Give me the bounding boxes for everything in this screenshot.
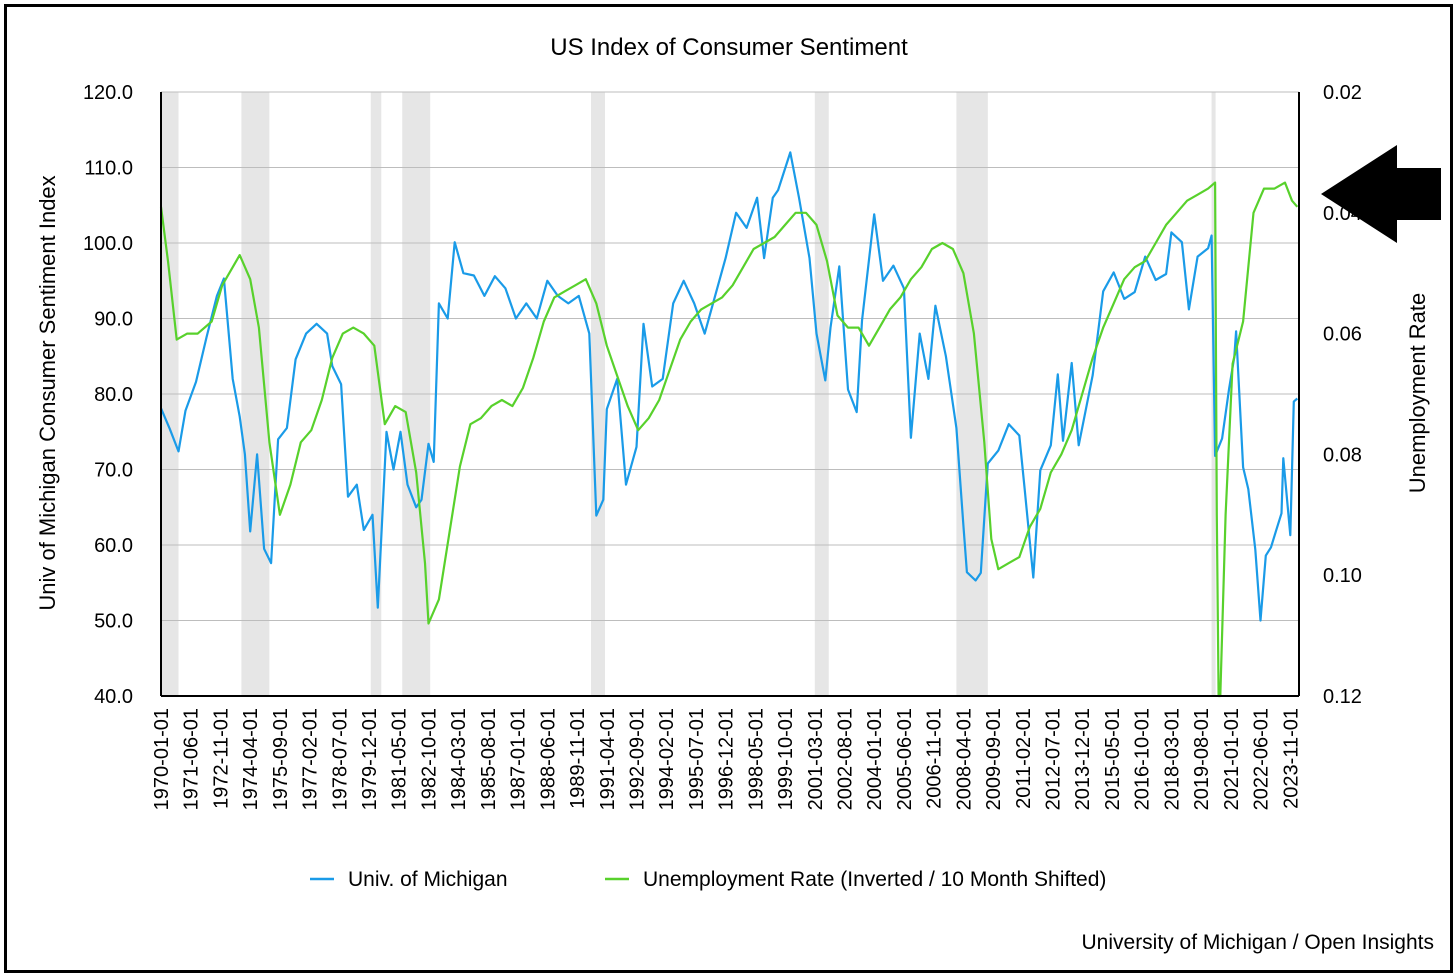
x-tick-label: 1987-01-01 — [508, 708, 530, 810]
chart-svg: 40.0 50.0 60.0 70.0 80.0 90.0 100.0 110.0 120.0 0… — [35, 34, 1441, 954]
arrow-left-icon — [1321, 145, 1441, 243]
chart-frame: 40.0 50.0 60.0 70.0 80.0 90.0 100.0 110.0 120.0 0… — [4, 4, 1453, 973]
y-tick-label: 60.0 — [94, 535, 133, 557]
y-tick-label: 50.0 — [94, 611, 133, 633]
x-tick-label: 2013-12-01 — [1072, 708, 1094, 810]
chart-title: US Index of Consumer Sentiment — [550, 34, 908, 61]
legend-label-michigan: Univ. of Michigan — [348, 868, 508, 891]
x-tick-label: 1989-11-01 — [567, 708, 589, 809]
x-tick-label: 2019-08-01 — [1191, 708, 1213, 810]
y2-tick-label: 0.02 — [1323, 82, 1362, 104]
y-tick-label: 40.0 — [94, 686, 133, 708]
x-tick-label: 1974-04-01 — [240, 708, 262, 810]
x-tick-label: 1996-12-01 — [716, 708, 738, 810]
x-tick-label: 1985-08-01 — [478, 708, 500, 810]
x-tick-label: 2002-08-01 — [834, 708, 856, 810]
x-tick-label: 2008-04-01 — [953, 708, 975, 810]
x-tick-label: 2023-11-01 — [1280, 708, 1302, 809]
tick-labels: 40.0 50.0 60.0 70.0 80.0 90.0 100.0 110.0 120.0 0… — [83, 82, 1362, 810]
x-tick-label: 2021-01-01 — [1221, 708, 1243, 810]
y-tick-label: 110.0 — [84, 158, 133, 180]
x-tick-label: 1992-09-01 — [626, 708, 648, 810]
legend-label-unemployment: Unemployment Rate (Inverted / 10 Month S… — [643, 868, 1106, 891]
x-tick-label: 2016-10-01 — [1132, 708, 1154, 810]
x-tick-label: 2011-02-01 — [1013, 708, 1035, 809]
y2-tick-label: 0.12 — [1323, 686, 1362, 708]
x-tick-label: 2009-09-01 — [983, 708, 1005, 810]
x-tick-label: 1994-02-01 — [656, 708, 678, 810]
x-tick-label: 1984-03-01 — [448, 708, 470, 810]
source-credit: University of Michigan / Open Insights — [1082, 931, 1435, 954]
x-tick-label: 1999-10-01 — [775, 708, 797, 810]
x-tick-label: 2005-06-01 — [894, 708, 916, 810]
x-tick-label: 2004-01-01 — [864, 708, 886, 810]
y2-tick-label: 0.06 — [1323, 324, 1362, 346]
y-tick-label: 70.0 — [94, 460, 133, 482]
y-axis-title: Univ of Michigan Consumer Sentiment Inde… — [35, 175, 60, 610]
x-tick-label: 1979-12-01 — [359, 708, 381, 810]
x-tick-label: 1988-06-01 — [537, 708, 559, 810]
x-tick-label: 2022-06-01 — [1251, 708, 1273, 810]
y2-axis-title: Unemployment Rate — [1405, 293, 1430, 494]
x-tick-label: 1991-04-01 — [597, 708, 619, 810]
x-tick-label: 1972-11-01 — [210, 708, 232, 809]
x-tick-label: 1975-09-01 — [270, 708, 292, 810]
x-tick-label: 2012-07-01 — [1043, 708, 1065, 810]
axes — [160, 92, 1300, 697]
x-tick-label: 1981-05-01 — [389, 708, 411, 810]
x-tick-label: 1970-01-01 — [151, 708, 173, 810]
x-tick-label: 2001-03-01 — [805, 708, 827, 810]
y-tick-label: 120.0 — [83, 82, 133, 104]
x-tick-label: 1998-05-01 — [745, 708, 767, 810]
x-tick-label: 1982-10-01 — [418, 708, 440, 810]
x-tick-label: 2018-03-01 — [1161, 708, 1183, 810]
y2-tick-label: 0.10 — [1323, 565, 1362, 587]
x-tick-label: 1995-07-01 — [686, 708, 708, 810]
y-tick-label: 80.0 — [94, 384, 133, 406]
y-tick-label: 90.0 — [94, 309, 133, 331]
series-lines — [159, 151, 1299, 698]
x-tick-label: 2015-05-01 — [1102, 708, 1124, 810]
series-line-1 — [159, 181, 1299, 698]
x-tick-label: 2006-11-01 — [924, 708, 946, 809]
series-line-0 — [159, 151, 1299, 622]
legend: Univ. of Michigan Unemployment Rate (Inv… — [310, 868, 1106, 891]
x-tick-label: 1977-02-01 — [300, 708, 322, 810]
y2-tick-label: 0.08 — [1323, 444, 1362, 466]
y-tick-label: 100.0 — [83, 233, 133, 255]
x-tick-label: 1978-07-01 — [329, 708, 351, 810]
x-tick-label: 1971-06-01 — [181, 708, 203, 810]
